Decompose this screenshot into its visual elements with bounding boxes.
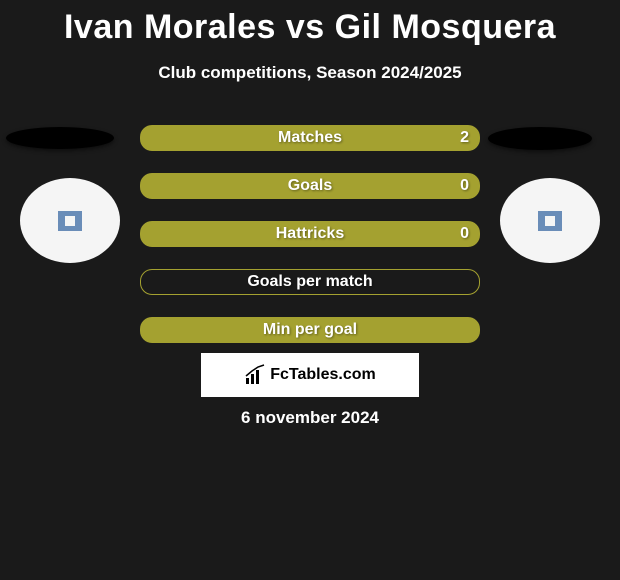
stat-bar-goals: Goals 0	[140, 173, 480, 199]
brand-attribution[interactable]: FcTables.com	[201, 353, 419, 397]
stat-label: Goals per match	[247, 273, 372, 291]
date-label: 6 november 2024	[0, 408, 620, 428]
stat-value-right: 0	[460, 177, 469, 195]
stat-value-right: 0	[460, 225, 469, 243]
avatar-shadow-left	[6, 127, 114, 149]
avatar-shadow-right	[488, 127, 592, 150]
stat-bar-matches: Matches 2	[140, 125, 480, 151]
stat-value-right: 2	[460, 129, 469, 147]
stat-label: Goals	[288, 177, 332, 195]
stat-label: Min per goal	[263, 321, 357, 339]
placeholder-image-icon	[538, 211, 562, 231]
stat-label: Hattricks	[276, 225, 344, 243]
stat-bar-hattricks: Hattricks 0	[140, 221, 480, 247]
player-avatar-right	[500, 178, 600, 263]
stat-bar-goals-per-match: Goals per match	[140, 269, 480, 295]
stat-label: Matches	[278, 129, 342, 147]
placeholder-image-icon	[58, 211, 82, 231]
comparison-container: Ivan Morales vs Gil Mosquera Club compet…	[0, 0, 620, 580]
page-subtitle: Club competitions, Season 2024/2025	[0, 63, 620, 83]
brand-text: FcTables.com	[270, 366, 376, 384]
brand-logo: FcTables.com	[244, 364, 376, 386]
stat-bar-min-per-goal: Min per goal	[140, 317, 480, 343]
stat-bars: Matches 2 Goals 0 Hattricks 0 Goals per …	[140, 125, 480, 365]
page-title: Ivan Morales vs Gil Mosquera	[0, 0, 620, 47]
player-avatar-left	[20, 178, 120, 263]
brand-chart-icon	[244, 364, 266, 386]
